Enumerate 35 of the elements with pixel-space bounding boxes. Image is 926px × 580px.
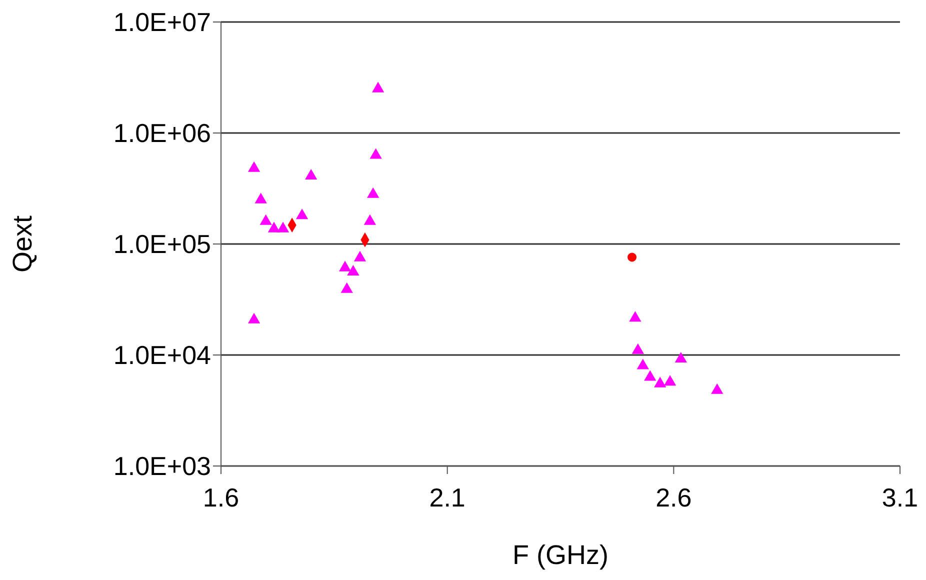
x-tick-label: 2.1 (429, 482, 466, 512)
point (644, 370, 656, 381)
point (629, 311, 642, 322)
x-tick-label: 1.6 (202, 482, 240, 512)
point (340, 282, 353, 293)
y-tick-label: 1.0E+06 (113, 118, 211, 148)
point (338, 260, 352, 272)
point (347, 264, 360, 276)
point (674, 352, 687, 363)
point (372, 82, 384, 92)
point (248, 161, 260, 172)
point (268, 222, 280, 232)
y-tick-label: 1.0E+03 (113, 451, 211, 482)
point (654, 376, 666, 388)
x-tick-label: 3.1 (882, 482, 918, 512)
point (367, 187, 380, 198)
point (260, 214, 272, 225)
point (254, 192, 267, 204)
x-axis-title: F (GHz) (512, 540, 608, 570)
point (276, 222, 290, 232)
y-tick-label: 1.0E+07 (113, 7, 211, 38)
point (354, 250, 366, 262)
point (248, 312, 260, 324)
point (632, 343, 644, 354)
point (370, 148, 382, 159)
point (711, 383, 724, 394)
y-tick-label: 1.0E+05 (113, 229, 211, 260)
y-tick-label: 1.0E+04 (113, 340, 211, 370)
point (636, 358, 649, 370)
point (364, 214, 376, 225)
x-tick-label: 2.6 (656, 482, 692, 512)
point (305, 168, 318, 180)
point (664, 375, 676, 386)
y-axis-title: Qext (8, 215, 38, 273)
point (296, 208, 308, 220)
